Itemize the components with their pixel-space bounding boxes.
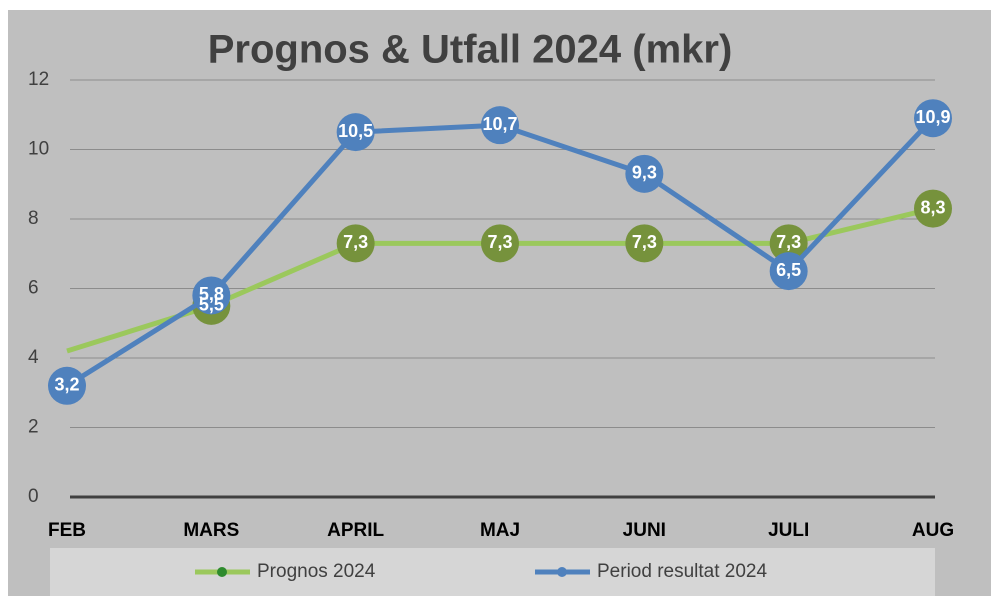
data-label: 7,3	[632, 232, 657, 252]
x-tick-label: AUG	[912, 520, 954, 541]
data-label: 7,3	[343, 232, 368, 252]
legend-marker	[217, 567, 227, 577]
x-tick-label: JUNI	[623, 520, 666, 541]
data-marker	[625, 224, 664, 263]
y-tick-label: 8	[28, 208, 39, 229]
data-marker	[769, 224, 808, 263]
chart-title: Prognos & Utfall 2024 (mkr)	[208, 28, 733, 72]
data-label: 10,7	[482, 114, 517, 134]
data-label: 9,3	[632, 163, 657, 183]
data-label: 10,9	[915, 107, 950, 127]
x-tick-label: MARS	[183, 520, 239, 541]
chart-background	[8, 10, 991, 596]
data-marker	[336, 113, 375, 152]
data-marker	[481, 224, 519, 263]
data-label: 7,3	[776, 232, 801, 252]
y-tick-label: 12	[28, 69, 49, 90]
y-tick-label: 4	[28, 347, 39, 368]
y-tick-label: 2	[28, 417, 39, 438]
data-marker	[48, 366, 86, 405]
legend-label: Prognos 2024	[257, 561, 376, 582]
y-tick-label: 6	[28, 278, 39, 299]
data-marker	[336, 224, 375, 263]
y-tick-label: 10	[28, 139, 49, 160]
legend-marker	[557, 567, 567, 577]
data-label: 5,5	[199, 295, 224, 315]
data-marker	[192, 276, 231, 315]
data-marker	[481, 106, 519, 145]
data-marker	[625, 154, 664, 193]
x-tick-label: MAJ	[480, 520, 520, 541]
data-label: 8,3	[920, 197, 945, 217]
legend-label: Period resultat 2024	[597, 561, 767, 582]
data-marker	[914, 99, 952, 138]
data-label: 5,8	[199, 284, 224, 304]
data-label: 10,5	[338, 121, 373, 141]
data-label: 6,5	[776, 260, 801, 280]
data-label: 3,2	[54, 375, 79, 395]
data-marker	[769, 252, 808, 291]
legend-box	[50, 548, 935, 596]
y-tick-label: 0	[28, 486, 39, 507]
data-label: 7,3	[487, 232, 512, 252]
x-tick-label: JULI	[768, 520, 809, 541]
x-tick-label: APRIL	[327, 520, 384, 541]
data-marker	[914, 189, 952, 228]
x-tick-label: FEB	[48, 520, 86, 541]
